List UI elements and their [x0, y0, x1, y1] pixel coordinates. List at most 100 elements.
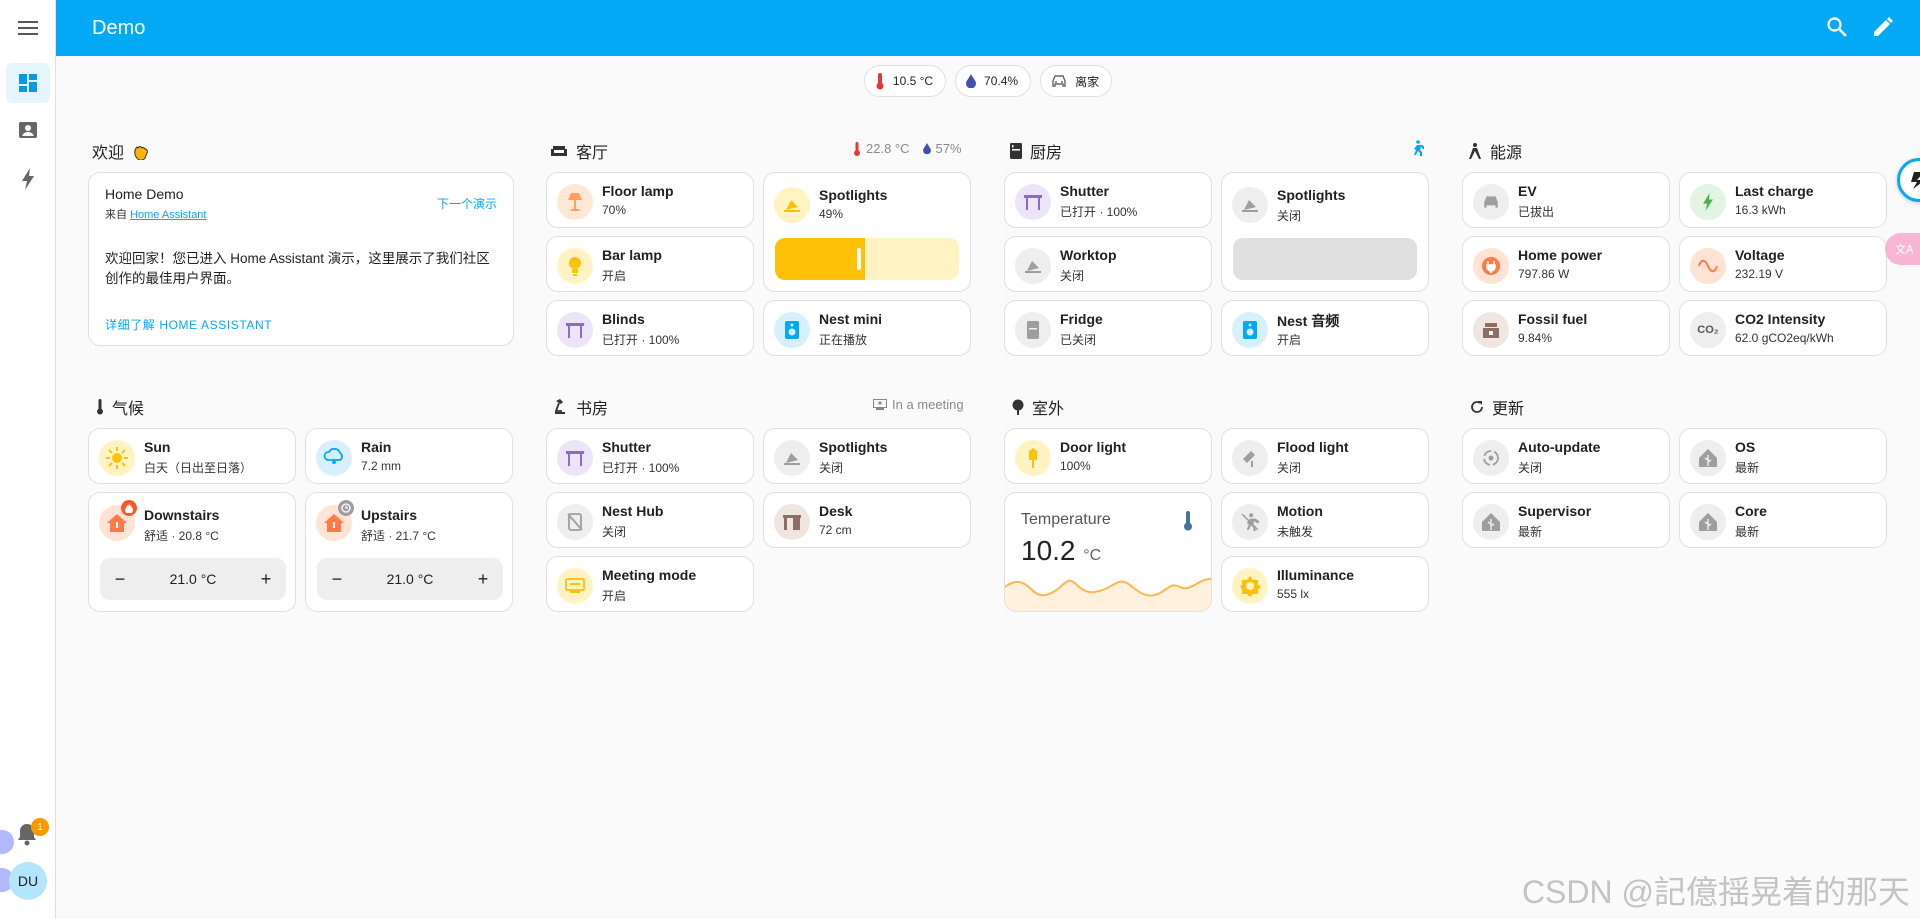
- lightning-icon[interactable]: [1690, 184, 1726, 220]
- search-button[interactable]: [1826, 16, 1848, 43]
- tile-state: 16.3 kWh: [1735, 203, 1786, 217]
- floating-assistant-button[interactable]: [1897, 158, 1920, 202]
- increase-button[interactable]: +: [477, 568, 489, 589]
- tile-state: 关闭: [1060, 269, 1085, 283]
- edit-button[interactable]: [1872, 16, 1894, 43]
- tile-shutter-study[interactable]: Shutter 已打开 · 100%: [546, 428, 754, 484]
- tile-motion[interactable]: Motion 未触发: [1221, 492, 1429, 548]
- floor-lamp-icon[interactable]: [557, 184, 593, 220]
- tile-ev[interactable]: EV 已拔出: [1462, 172, 1670, 228]
- factory-icon[interactable]: [1473, 312, 1509, 348]
- translate-button[interactable]: 文A: [1885, 233, 1920, 265]
- cloud-rain-icon[interactable]: [316, 440, 352, 476]
- desk-icon[interactable]: [774, 504, 810, 540]
- increase-button[interactable]: +: [260, 568, 272, 589]
- home-assistant-link[interactable]: Home Assistant: [130, 209, 207, 221]
- tile-thermostat-downstairs[interactable]: Downstairs 舒适 · 20.8 °C − 21.0 °C +: [88, 492, 296, 612]
- car-icon[interactable]: [1473, 184, 1509, 220]
- brightness-icon[interactable]: [1232, 568, 1268, 604]
- tile-flood-light[interactable]: Flood light 关闭: [1221, 428, 1429, 484]
- spotlight-icon[interactable]: [1232, 187, 1268, 223]
- brightness-slider[interactable]: [1233, 238, 1417, 280]
- tile-name: Spotlights: [1277, 187, 1346, 203]
- tile-door-light[interactable]: Door light 100%: [1004, 428, 1212, 484]
- home-assistant-icon[interactable]: [1690, 504, 1726, 540]
- tile-desk[interactable]: Desk 72 cm: [763, 492, 971, 548]
- tile-blinds[interactable]: Blinds 已打开 · 100%: [546, 300, 754, 356]
- tile-illuminance[interactable]: Illuminance 555 lx: [1221, 556, 1429, 612]
- tile-nest-mini[interactable]: Nest mini 正在播放: [763, 300, 971, 356]
- shutter-icon[interactable]: [1015, 184, 1051, 220]
- tile-worktop[interactable]: Worktop 关闭: [1004, 236, 1212, 292]
- motion-sensor-off-icon[interactable]: [1232, 504, 1268, 540]
- speaker-icon[interactable]: [774, 312, 810, 348]
- home-assistant-icon[interactable]: [1690, 440, 1726, 476]
- page-title: Demo: [92, 17, 146, 39]
- presentation-icon[interactable]: [557, 568, 593, 604]
- blinds-icon[interactable]: [557, 312, 593, 348]
- outdoor-temperature-chip[interactable]: 10.5 °C: [863, 65, 947, 97]
- living-room-sensors: 22.8 °C 57%: [853, 141, 962, 156]
- tile-last-charge[interactable]: Last charge 16.3 kWh: [1679, 172, 1887, 228]
- learn-more-link[interactable]: 详细了解 HOME ASSISTANT: [105, 318, 273, 332]
- tile-meeting-mode[interactable]: Meeting mode 开启: [546, 556, 754, 612]
- spotlight-icon[interactable]: [1015, 248, 1051, 284]
- sidebar-item-energy[interactable]: [6, 159, 50, 199]
- shutter-icon[interactable]: [557, 440, 593, 476]
- tile-name: Rain: [361, 439, 392, 455]
- tile-fridge[interactable]: Fridge 已关闭: [1004, 300, 1212, 356]
- tile-co2-intensity[interactable]: CO₂ CO2 Intensity 62.0 gCO2eq/kWh: [1679, 300, 1887, 356]
- sidebar-item-map[interactable]: [6, 111, 50, 151]
- target-temperature: 21.0 °C: [169, 571, 217, 587]
- sine-wave-icon[interactable]: [1690, 248, 1726, 284]
- decrease-button[interactable]: −: [114, 568, 126, 589]
- tile-floor-lamp[interactable]: Floor lamp 70%: [546, 172, 754, 228]
- decrease-button[interactable]: −: [331, 568, 343, 589]
- presence-chip[interactable]: 离家: [1040, 65, 1113, 97]
- home-assistant-icon[interactable]: [1473, 504, 1509, 540]
- molecule-co2-icon[interactable]: CO₂: [1690, 312, 1726, 348]
- thermometer-icon: [876, 73, 884, 90]
- tile-supervisor[interactable]: Supervisor 最新: [1462, 492, 1670, 548]
- tile-os[interactable]: OS 最新: [1679, 428, 1887, 484]
- avatar[interactable]: DU: [9, 862, 47, 900]
- brightness-slider-handle[interactable]: [857, 248, 861, 270]
- tile-nest-hub[interactable]: Nest Hub 关闭: [546, 492, 754, 548]
- spotlight-icon[interactable]: [774, 440, 810, 476]
- tile-shutter-kitchen[interactable]: Shutter 已打开 · 100%: [1004, 172, 1212, 228]
- temperature-stepper: − 21.0 °C +: [317, 558, 503, 600]
- tile-fossil-fuel[interactable]: Fossil fuel 9.84%: [1462, 300, 1670, 356]
- outdoor-lamp-icon[interactable]: [1015, 440, 1051, 476]
- fridge-icon[interactable]: [1015, 312, 1051, 348]
- tile-name: Illuminance: [1277, 567, 1355, 583]
- tile-bar-lamp[interactable]: Bar lamp 开启: [546, 236, 754, 292]
- floodlight-icon[interactable]: [1232, 440, 1268, 476]
- tile-nest-audio[interactable]: Nest 音频 开启: [1221, 300, 1429, 356]
- tile-voltage[interactable]: Voltage 232.19 V: [1679, 236, 1887, 292]
- tile-spotlights-kitchen[interactable]: Spotlights 关闭: [1221, 172, 1429, 292]
- floating-tab[interactable]: [0, 830, 14, 854]
- sync-icon[interactable]: [1473, 440, 1509, 476]
- power-plug-icon[interactable]: [1473, 248, 1509, 284]
- tile-rain[interactable]: Rain 7.2 mm: [305, 428, 513, 484]
- tile-thermostat-upstairs[interactable]: Upstairs 舒适 · 21.7 °C − 21.0 °C +: [305, 492, 513, 612]
- sun-icon[interactable]: [99, 440, 135, 476]
- menu-button[interactable]: [6, 8, 50, 48]
- notifications-button[interactable]: 1: [16, 818, 49, 846]
- next-demo-link[interactable]: 下一个演示: [436, 197, 497, 211]
- lightbulb-icon[interactable]: [557, 248, 593, 284]
- tile-home-power[interactable]: Home power 797.86 W: [1462, 236, 1670, 292]
- tile-sun[interactable]: Sun 白天（日出至日落）: [88, 428, 296, 484]
- home-thermometer-icon[interactable]: [99, 505, 135, 541]
- temperature-sensor-card[interactable]: Temperature 10.2 °C: [1004, 492, 1212, 612]
- sidebar-item-overview[interactable]: [6, 63, 50, 103]
- tile-spotlights-study[interactable]: Spotlights 关闭: [763, 428, 971, 484]
- tile-auto-update[interactable]: Auto-update 关闭: [1462, 428, 1670, 484]
- tablet-off-icon[interactable]: [557, 504, 593, 540]
- spotlight-icon[interactable]: [774, 187, 810, 223]
- outdoor-humidity-chip[interactable]: 70.4%: [955, 65, 1032, 97]
- tile-spotlights-living[interactable]: Spotlights 49%: [763, 172, 971, 292]
- brightness-slider[interactable]: [775, 238, 959, 280]
- tile-core[interactable]: Core 最新: [1679, 492, 1887, 548]
- speaker-icon[interactable]: [1232, 312, 1268, 348]
